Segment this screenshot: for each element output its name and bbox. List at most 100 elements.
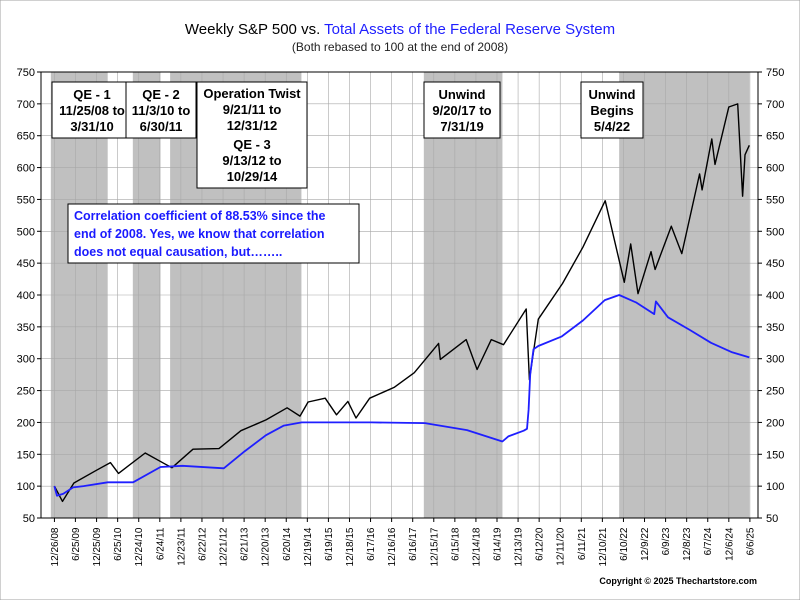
y-tick-label-left: 350 bbox=[17, 322, 35, 334]
y-tick-label-left: 200 bbox=[17, 417, 35, 429]
y-tick-label-left: 150 bbox=[17, 449, 35, 461]
annotation-unwind-2022: Unwind Begins 5/4/22 bbox=[580, 81, 644, 139]
annotation-unwind2-line3: 5/4/22 bbox=[594, 119, 630, 134]
y-axis-left-ticks: 50 100 150 200 250 300 350 400 450 500 550 600 650 70… bbox=[17, 67, 41, 525]
series-lines bbox=[53, 103, 750, 503]
x-tick-label: 12/19/14 bbox=[303, 527, 314, 566]
y-tick-label-right: 200 bbox=[766, 417, 784, 429]
x-tick-label: 6/10/22 bbox=[619, 527, 630, 561]
x-tick-label: 12/16/16 bbox=[387, 527, 398, 566]
y-tick-label-right: 150 bbox=[766, 449, 784, 461]
series-line-fed-assets bbox=[53, 294, 750, 497]
annotation-twist-line2: 9/21/11 to bbox=[223, 102, 282, 117]
y-tick-label-right: 500 bbox=[766, 226, 784, 238]
y-tick-label-left: 700 bbox=[17, 99, 35, 111]
chart-title-part1: Weekly S&P 500 vs. bbox=[185, 21, 324, 38]
y-tick-label-right: 400 bbox=[766, 290, 784, 302]
x-tick-label: 12/6/24 bbox=[724, 527, 735, 561]
x-tick-label: 12/14/18 bbox=[471, 527, 482, 566]
x-tick-label: 6/24/11 bbox=[155, 527, 166, 560]
y-tick-label-right: 100 bbox=[766, 481, 784, 493]
y-tick-label-left: 250 bbox=[17, 386, 35, 398]
y-tick-label-right: 350 bbox=[766, 322, 784, 334]
annotation-twist-line4: QE - 3 bbox=[233, 137, 271, 152]
chart-title: Weekly S&P 500 vs. Total Assets of the F… bbox=[185, 21, 615, 38]
x-tick-label: 12/24/10 bbox=[134, 527, 145, 566]
x-tick-label: 6/14/19 bbox=[492, 527, 503, 561]
x-tick-label: 12/9/22 bbox=[640, 527, 651, 561]
x-tick-label: 6/17/16 bbox=[366, 527, 377, 561]
x-tick-label: 12/8/23 bbox=[682, 527, 693, 561]
annotation-qe2: QE - 2 11/3/10 to 6/30/11 bbox=[125, 81, 197, 139]
x-tick-label: 6/25/10 bbox=[113, 527, 124, 561]
x-tick-label: 12/15/17 bbox=[429, 527, 440, 566]
annotation-unwind2-line2: Begins bbox=[590, 103, 633, 118]
correlation-note-line2: end of 2008. Yes, we know that correlati… bbox=[74, 227, 325, 241]
x-tick-label: 6/16/17 bbox=[408, 527, 419, 561]
annotation-qe2-line3: 6/30/11 bbox=[140, 119, 183, 134]
x-tick-label: 6/21/13 bbox=[240, 527, 251, 561]
annotation-unwind2-line1: Unwind bbox=[589, 87, 636, 102]
annotation-unwind-2017: Unwind 9/20/17 to 7/31/19 bbox=[423, 81, 501, 139]
annotation-qe2-line2: 11/3/10 to bbox=[132, 103, 191, 118]
y-tick-label-right: 700 bbox=[766, 99, 784, 111]
y-tick-label-left: 100 bbox=[17, 481, 35, 493]
annotation-twist-line6: 10/29/14 bbox=[227, 169, 278, 184]
y-tick-label-right: 550 bbox=[766, 194, 784, 206]
annotation-qe1-line2: 11/25/08 to bbox=[59, 103, 125, 118]
x-tick-label: 12/10/21 bbox=[598, 527, 609, 566]
y-tick-label-left: 500 bbox=[17, 226, 35, 238]
x-tick-label: 12/23/11 bbox=[176, 527, 187, 566]
x-tick-label: 6/22/12 bbox=[197, 527, 208, 561]
annotation-qe1-line1: QE - 1 bbox=[73, 87, 111, 102]
annotation-twist-line3: 12/31/12 bbox=[227, 118, 278, 133]
y-tick-label-left: 650 bbox=[17, 131, 35, 143]
correlation-note: Correlation coefficient of 88.53% since … bbox=[67, 203, 360, 264]
x-tick-label: 12/11/20 bbox=[556, 527, 567, 566]
grid-lines bbox=[41, 71, 758, 519]
y-tick-label-left: 450 bbox=[17, 258, 35, 270]
y-tick-label-right: 300 bbox=[766, 354, 784, 366]
x-tick-label: 6/19/15 bbox=[324, 527, 335, 561]
correlation-note-line1: Correlation coefficient of 88.53% since … bbox=[74, 209, 326, 223]
x-tick-label: 6/6/25 bbox=[745, 527, 756, 555]
y-tick-label-right: 650 bbox=[766, 131, 784, 143]
annotation-unwind1-line1: Unwind bbox=[439, 87, 486, 102]
series-line-sp500 bbox=[53, 103, 750, 503]
x-tick-label: 6/12/20 bbox=[535, 527, 546, 561]
y-tick-label-right: 50 bbox=[766, 513, 778, 525]
x-tick-label: 6/25/09 bbox=[71, 527, 82, 561]
annotation-qe2-line1: QE - 2 bbox=[142, 87, 180, 102]
x-tick-label: 12/20/13 bbox=[261, 527, 272, 566]
y-tick-label-left: 550 bbox=[17, 194, 35, 206]
annotation-qe1-line3: 3/31/10 bbox=[70, 119, 113, 134]
annotation-operation-twist: Operation Twist 9/21/11 to 12/31/12 QE -… bbox=[196, 81, 308, 189]
x-axis-ticks: 12/26/08 6/25/09 12/25/09 6/25/10 12/24/10 6/… bbox=[50, 518, 756, 566]
annotation-unwind1-line3: 7/31/19 bbox=[440, 119, 483, 134]
y-axis-right-ticks: 50 100 150 200 250 300 350 400 450 500 550 600 650 70… bbox=[758, 67, 784, 525]
y-tick-label-right: 750 bbox=[766, 67, 784, 79]
copyright: Copyright © 2025 Thechartstore.com bbox=[599, 576, 757, 586]
x-tick-label: 6/11/21 bbox=[577, 527, 588, 560]
y-tick-label-left: 50 bbox=[23, 513, 35, 525]
annotation-qe1: QE - 1 11/25/08 to 3/31/10 bbox=[51, 81, 133, 139]
x-tick-label: 12/26/08 bbox=[50, 527, 61, 566]
x-tick-label: 6/15/18 bbox=[450, 527, 461, 561]
x-tick-label: 12/21/12 bbox=[219, 527, 230, 566]
y-tick-label-left: 400 bbox=[17, 290, 35, 302]
chart-subtitle: (Both rebased to 100 at the end of 2008) bbox=[292, 40, 508, 54]
annotation-twist-line1: Operation Twist bbox=[203, 86, 301, 101]
x-tick-label: 12/18/15 bbox=[345, 527, 356, 566]
y-tick-label-right: 450 bbox=[766, 258, 784, 270]
annotation-twist-line5: 9/13/12 to bbox=[222, 153, 281, 168]
y-tick-label-left: 600 bbox=[17, 163, 35, 175]
x-tick-label: 6/20/14 bbox=[282, 527, 293, 561]
chart-title-part2: Total Assets of the Federal Reserve Syst… bbox=[324, 21, 615, 38]
x-tick-label: 12/25/09 bbox=[92, 527, 103, 566]
x-tick-label: 6/7/24 bbox=[703, 527, 714, 555]
y-tick-label-left: 750 bbox=[17, 67, 35, 79]
annotation-unwind1-line2: 9/20/17 to bbox=[432, 103, 491, 118]
y-tick-label-right: 250 bbox=[766, 386, 784, 398]
y-tick-label-right: 600 bbox=[766, 163, 784, 175]
x-tick-label: 12/13/19 bbox=[514, 527, 525, 566]
